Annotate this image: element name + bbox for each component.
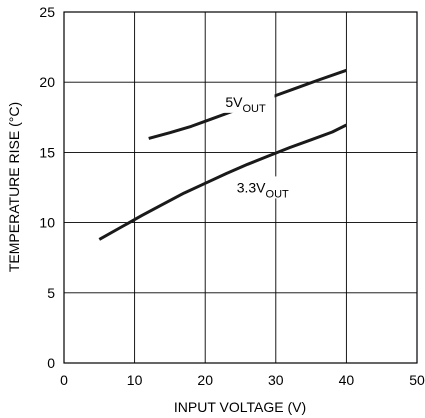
x-tick-label: 40 [339, 372, 355, 388]
series-line [98, 123, 348, 241]
series-label-background [227, 176, 298, 199]
plot-frame [63, 11, 418, 364]
series-label-main: 3.3V [237, 179, 266, 195]
x-tick-label: 0 [60, 372, 68, 388]
y-tick-label: 20 [39, 74, 55, 90]
x-tick-label: 10 [127, 372, 143, 388]
y-tick-label: 10 [39, 215, 55, 231]
x-tick-label: 50 [409, 372, 425, 388]
x-axis-title: INPUT VOLTAGE (V) [174, 399, 306, 415]
y-tick-label: 15 [39, 144, 55, 160]
y-tick-label: 25 [39, 4, 55, 20]
series-label-subscript: OUT [266, 188, 290, 200]
series-label-subscript: OUT [243, 103, 267, 115]
series-label-background [216, 90, 275, 113]
series-label: 3.3VOUT [237, 179, 289, 200]
tick-labels: 0 10 20 30 40 50 0 5 10 15 20 25 [39, 4, 425, 388]
series-label-main: 5V [225, 94, 243, 110]
series-label: 5VOUT [225, 94, 266, 115]
x-tick-label: 30 [268, 372, 284, 388]
y-axis-title: TEMPERATURE RISE (°C) [6, 102, 22, 272]
x-tick-label: 20 [197, 372, 213, 388]
y-tick-label: 0 [47, 355, 55, 371]
y-tick-label: 5 [47, 285, 55, 301]
